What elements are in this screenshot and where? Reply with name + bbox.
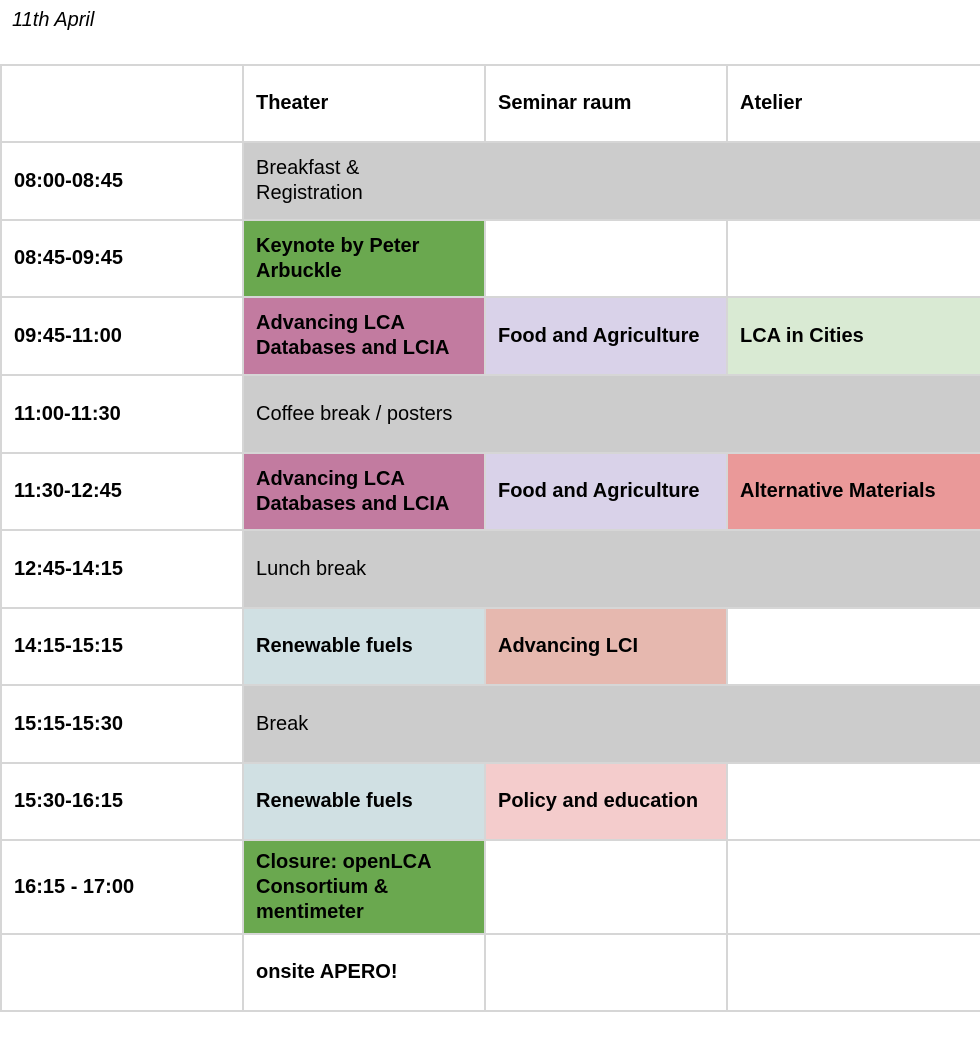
breakfast-registration-cell: Breakfast & Registration bbox=[242, 141, 980, 221]
empty-cell bbox=[726, 933, 980, 1012]
session-food-agriculture-cell: Food and Agriculture bbox=[484, 452, 728, 531]
empty-cell bbox=[726, 607, 980, 686]
session-renewable-fuels-cell: Renewable fuels bbox=[242, 607, 486, 686]
break-cell: Break bbox=[242, 684, 980, 764]
schedule-table: Theater Seminar raum Atelier 08:00-08:45… bbox=[0, 64, 980, 1012]
empty-cell bbox=[726, 219, 980, 298]
time-cell bbox=[0, 933, 244, 1012]
coffee-break-cell: Coffee break / posters bbox=[242, 374, 980, 454]
session-advancing-lci-cell: Advancing LCI bbox=[484, 607, 728, 686]
empty-cell bbox=[484, 219, 728, 298]
session-policy-education-cell: Policy and education bbox=[484, 762, 728, 841]
time-cell: 15:15-15:30 bbox=[0, 684, 244, 764]
table-row: 16:15 - 17:00 Closure: openLCA Consortiu… bbox=[0, 839, 980, 935]
empty-cell bbox=[484, 933, 728, 1012]
table-row: 11:30-12:45 Advancing LCA Databases and … bbox=[0, 452, 980, 531]
table-row: 11:00-11:30 Coffee break / posters bbox=[0, 374, 980, 454]
table-row: 08:00-08:45 Breakfast & Registration bbox=[0, 141, 980, 221]
session-food-agriculture-cell: Food and Agriculture bbox=[484, 296, 728, 376]
table-row: onsite APERO! bbox=[0, 933, 980, 1012]
time-cell: 14:15-15:15 bbox=[0, 607, 244, 686]
time-cell: 12:45-14:15 bbox=[0, 529, 244, 609]
session-renewable-fuels-cell: Renewable fuels bbox=[242, 762, 486, 841]
empty-cell bbox=[726, 762, 980, 841]
table-row: 14:15-15:15 Renewable fuels Advancing LC… bbox=[0, 607, 980, 686]
header-theater: Theater bbox=[242, 64, 486, 143]
session-databases-cell: Advancing LCA Databases and LCIA bbox=[242, 296, 486, 376]
table-row: 15:30-16:15 Renewable fuels Policy and e… bbox=[0, 762, 980, 841]
time-cell: 11:00-11:30 bbox=[0, 374, 244, 454]
lunch-break-cell: Lunch break bbox=[242, 529, 980, 609]
header-seminar-raum: Seminar raum bbox=[484, 64, 728, 143]
session-alternative-materials-cell: Alternative Materials bbox=[726, 452, 980, 531]
header-atelier: Atelier bbox=[726, 64, 980, 143]
time-cell: 08:45-09:45 bbox=[0, 219, 244, 298]
table-row: 08:45-09:45 Keynote by Peter Arbuckle bbox=[0, 219, 980, 298]
keynote-cell: Keynote by Peter Arbuckle bbox=[242, 219, 486, 298]
table-row: 09:45-11:00 Advancing LCA Databases and … bbox=[0, 296, 980, 376]
schedule-date: 11th April bbox=[12, 9, 95, 31]
time-cell: 09:45-11:00 bbox=[0, 296, 244, 376]
time-cell: 11:30-12:45 bbox=[0, 452, 244, 531]
time-cell: 16:15 - 17:00 bbox=[0, 839, 244, 935]
table-row: 15:15-15:30 Break bbox=[0, 684, 980, 764]
header-time-column bbox=[0, 64, 244, 143]
apero-cell: onsite APERO! bbox=[242, 933, 486, 1012]
session-databases-cell: Advancing LCA Databases and LCIA bbox=[242, 452, 486, 531]
table-row: 12:45-14:15 Lunch break bbox=[0, 529, 980, 609]
time-cell: 15:30-16:15 bbox=[0, 762, 244, 841]
empty-cell bbox=[726, 839, 980, 935]
header-row: Theater Seminar raum Atelier bbox=[0, 64, 980, 143]
time-cell: 08:00-08:45 bbox=[0, 141, 244, 221]
session-lca-cities-cell: LCA in Cities bbox=[726, 296, 980, 376]
closure-cell: Closure: openLCA Consortium & mentimeter bbox=[242, 839, 486, 935]
empty-cell bbox=[484, 839, 728, 935]
